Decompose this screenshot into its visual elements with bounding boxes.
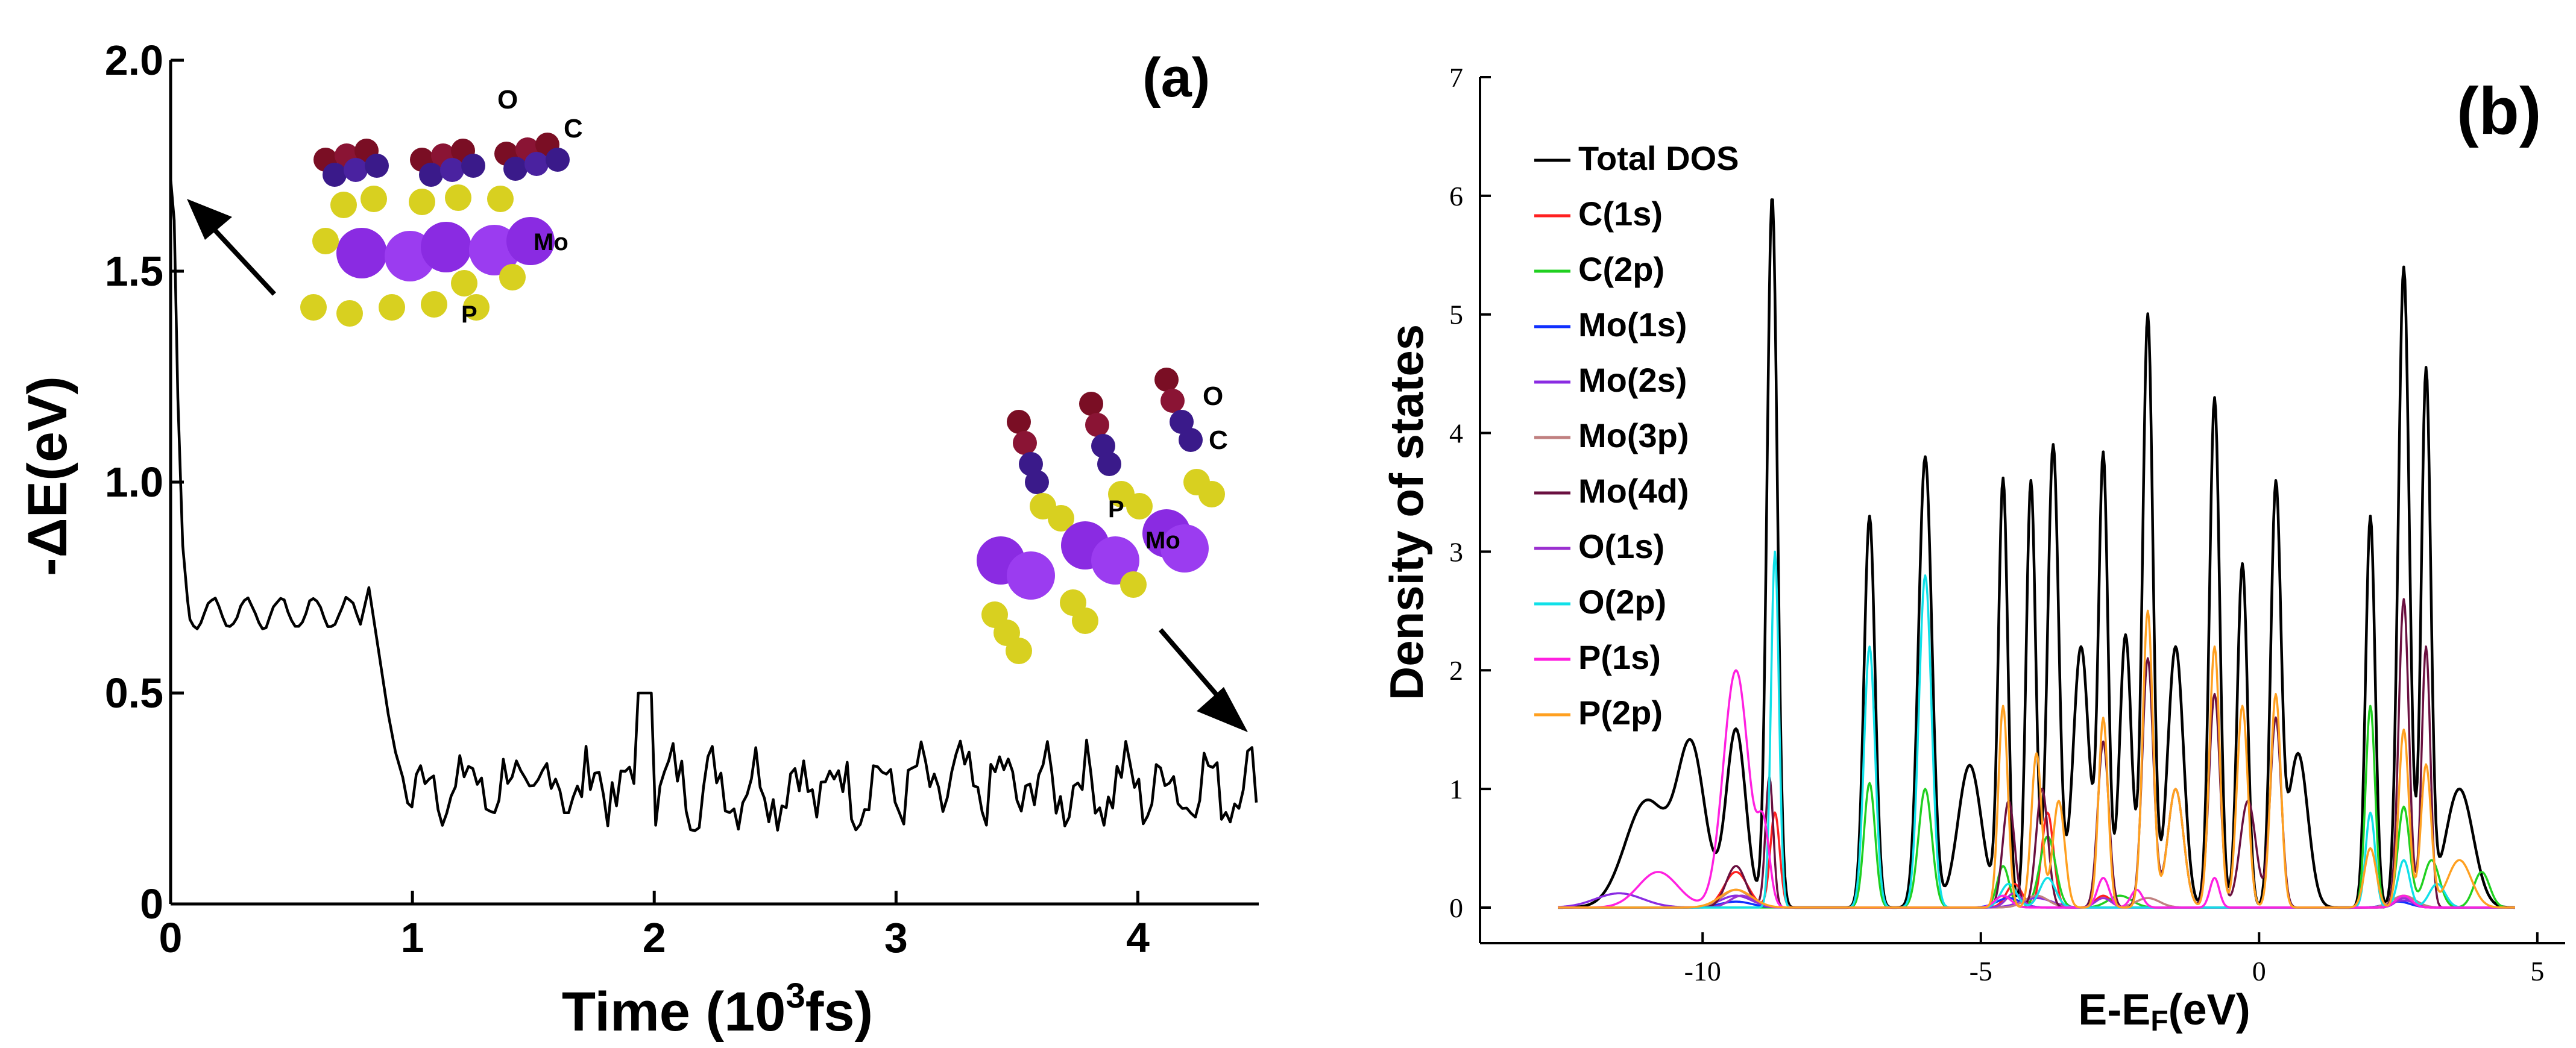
panel-b-ticks — [1480, 76, 2539, 943]
legend-label: O(2p) — [1578, 583, 1666, 621]
panel-b-ylabel: Density of states — [1380, 324, 1433, 700]
top-molecule-inset: O C Mo P — [300, 85, 583, 328]
panel-a-y-tick-label: 2.0 — [105, 37, 163, 84]
panel-a-xlabel: Time (103fs) — [562, 976, 873, 1043]
panel-b-y-tick-label: 4 — [1449, 418, 1463, 449]
legend-label: Mo(1s) — [1578, 306, 1687, 344]
panel-b-y-tick-label: 5 — [1449, 300, 1463, 330]
panel-a-y-tick-label: 0 — [140, 880, 163, 927]
legend-label: C(1s) — [1578, 195, 1663, 233]
legend-label: P(2p) — [1578, 694, 1663, 732]
panel-a-x-tick-label: 2 — [643, 914, 666, 961]
panel-b-y-tick-label: 0 — [1449, 893, 1463, 923]
panel-b-y-tick-label: 6 — [1449, 181, 1463, 212]
panel-a-x-tick-label: 3 — [884, 914, 908, 961]
panel-b-y-tick-label: 1 — [1449, 774, 1463, 805]
legend-label: P(1s) — [1578, 638, 1661, 676]
panel-a-label: (a) — [1142, 47, 1210, 108]
legend-label: C(2p) — [1578, 250, 1664, 288]
panel-a-x-tick-label: 1 — [401, 914, 424, 961]
top-inset-label-p: P — [461, 301, 477, 328]
panel-b-x-tick-label: 0 — [2252, 956, 2266, 987]
panel-a-y-tick-label: 1.0 — [105, 459, 163, 506]
legend-label: Mo(2s) — [1578, 361, 1687, 399]
panel-a-ylabel: -ΔE(eV) — [17, 376, 78, 576]
panel-b-label: (b) — [2457, 74, 2541, 148]
legend-label: Mo(4d) — [1578, 472, 1689, 510]
panel-b-x-tick-label: 5 — [2530, 956, 2544, 987]
legend-label: Mo(3p) — [1578, 416, 1689, 454]
bottom-molecule-inset: O C P Mo — [977, 368, 1228, 664]
panel-a: 0 1 2 3 4 0 0.5 1.0 1.5 2.0 (a) Time (103fs) -ΔE(… — [17, 37, 1259, 1043]
panel-b: -10 -5 0 5 0 1 2 3 4 5 6 7 (b) E-EF(eV) Density of … — [1380, 62, 2565, 1037]
dos-series-line — [1557, 198, 2516, 909]
bottom-inset-label-mo: Mo — [1145, 527, 1180, 554]
panel-a-x-tick-label: 0 — [159, 914, 183, 961]
top-inset-label-o: O — [497, 85, 518, 115]
dos-series-line — [1558, 669, 2515, 909]
legend-label: O(1s) — [1578, 527, 1664, 565]
bottom-inset-label-c: C — [1209, 425, 1228, 455]
panel-a-arrow-top — [187, 199, 276, 296]
panel-b-y-tick-label: 2 — [1449, 655, 1463, 686]
panel-b-xlabel: E-EF(eV) — [2078, 986, 2250, 1037]
mo-p-slab-top — [300, 184, 555, 327]
panel-a-y-tick-label: 0.5 — [105, 670, 163, 717]
co-molecules-top — [313, 133, 570, 187]
panel-b-legend: Total DOS C(1s) C(2p) Mo(1s) Mo(2s) Mo(3p) Mo(… — [1534, 139, 1739, 732]
panel-b-x-tick-label: -5 — [1970, 956, 1992, 987]
panel-a-y-tick-label: 1.5 — [105, 248, 163, 295]
legend-label: Total DOS — [1578, 139, 1739, 177]
panel-a-series-line — [169, 178, 1258, 832]
panel-b-y-tick-label: 7 — [1449, 62, 1463, 93]
panel-b-y-tick-label: 3 — [1449, 536, 1463, 567]
panel-b-x-tick-label: -10 — [1684, 956, 1721, 987]
dos-series-line — [1558, 609, 2515, 909]
panel-a-arrow-bottom — [1158, 628, 1248, 732]
panel-a-tick-labels: 0 1 2 3 4 0 0.5 1.0 1.5 2.0 — [105, 37, 1150, 961]
bottom-inset-label-p: P — [1108, 496, 1124, 522]
mo-p-slab-bottom — [977, 469, 1225, 664]
panel-a-x-tick-label: 4 — [1126, 914, 1150, 961]
top-inset-label-mo: Mo — [534, 229, 568, 256]
panel-b-series — [1557, 198, 2516, 909]
top-inset-label-c: C — [564, 114, 583, 143]
bottom-inset-label-o: O — [1203, 381, 1223, 411]
co-molecules-bottom — [1007, 368, 1203, 494]
panel-b-tick-labels: -10 -5 0 5 0 1 2 3 4 5 6 7 — [1449, 62, 2544, 987]
